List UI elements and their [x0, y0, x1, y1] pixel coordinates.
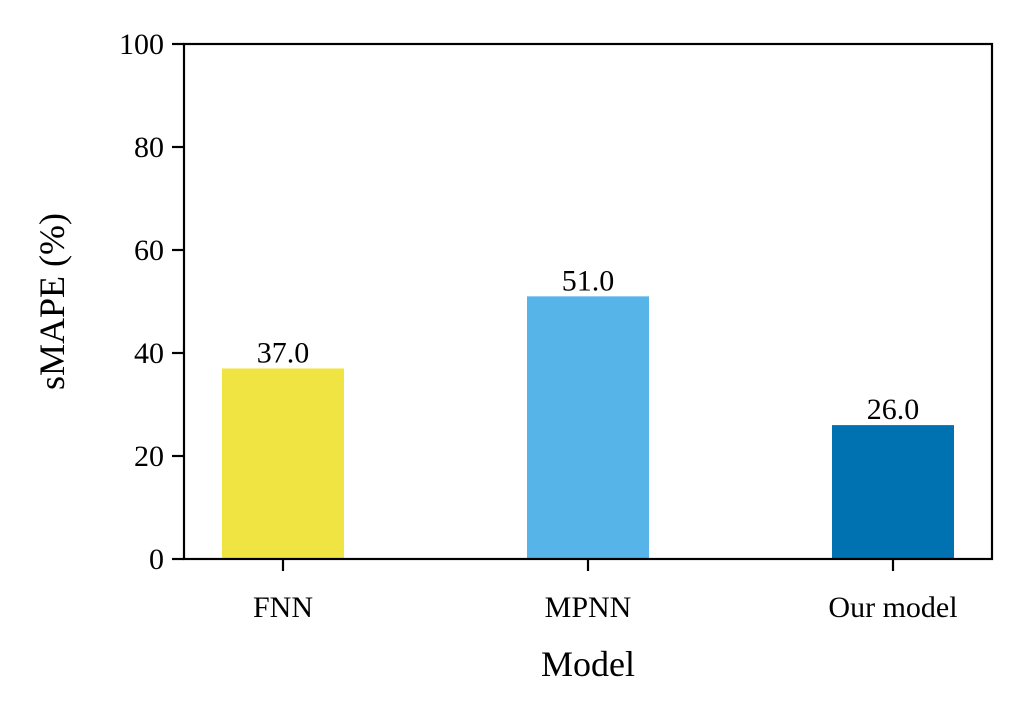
y-tick-label: 0 — [149, 543, 164, 576]
bar-our-model — [832, 425, 954, 559]
bar-mpnn — [527, 296, 649, 559]
x-tick-label: MPNN — [545, 591, 632, 624]
bars-group — [222, 296, 954, 559]
y-tick-label: 80 — [134, 131, 164, 164]
x-tick-label: Our model — [828, 591, 957, 624]
y-tick-label: 20 — [134, 440, 164, 473]
bar-fnn — [222, 368, 344, 559]
x-tick-label: FNN — [253, 591, 313, 624]
y-tick-label: 100 — [119, 28, 164, 61]
x-axis-title: Model — [541, 644, 635, 684]
y-axis-title: sMAPE (%) — [32, 213, 72, 390]
y-tick-label: 40 — [134, 337, 164, 370]
x-axis: FNN MPNN Our model — [253, 559, 958, 624]
y-axis: 0 20 40 60 80 100 — [119, 28, 184, 576]
bar-value-label: 51.0 — [562, 264, 615, 297]
y-tick-label: 60 — [134, 234, 164, 267]
bar-value-label: 37.0 — [257, 336, 310, 369]
bar-value-label: 26.0 — [867, 393, 920, 426]
value-labels-group: 37.0 51.0 26.0 — [257, 264, 920, 426]
